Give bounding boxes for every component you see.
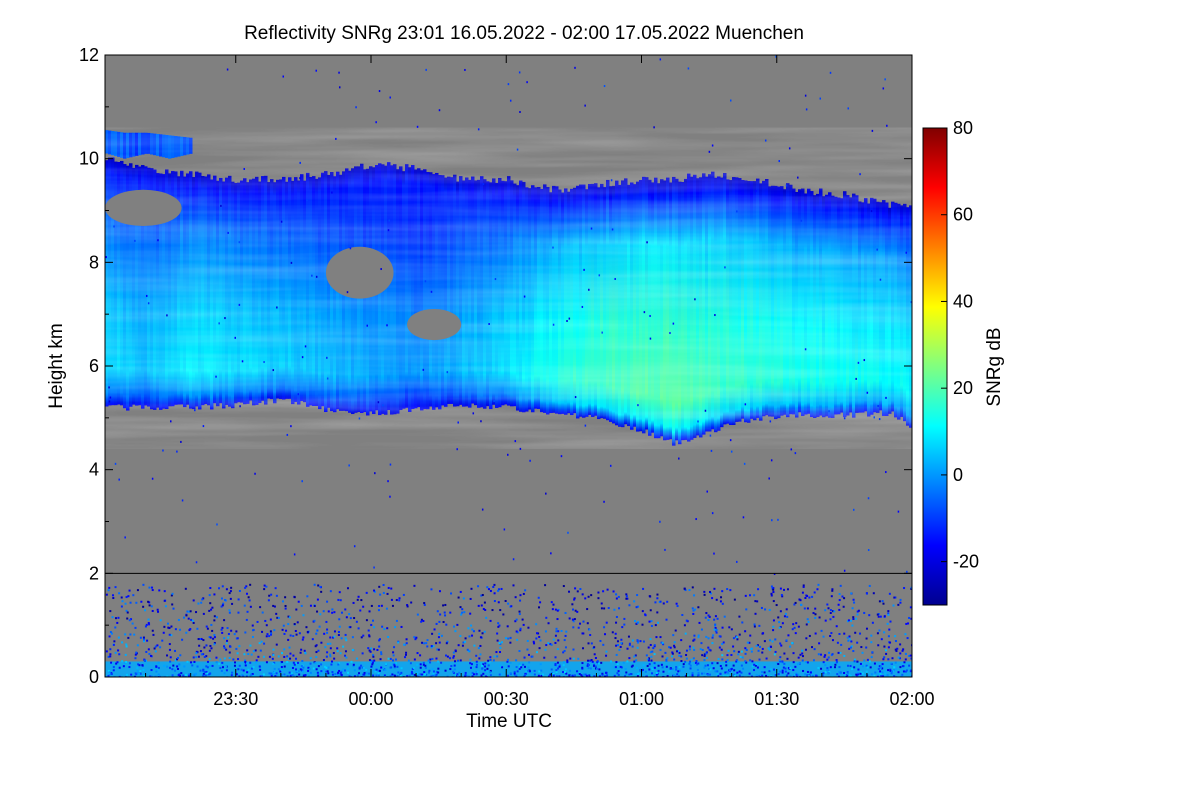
x-tick-label: 00:00: [348, 689, 393, 709]
colorbar-label: SNRg dB: [984, 327, 1005, 406]
clear-region: [325, 246, 394, 299]
y-tick-label: 8: [89, 252, 99, 272]
x-axis-label: Time UTC: [466, 711, 552, 732]
x-tick-label: 01:30: [754, 689, 799, 709]
colorbar-tick-label: 0: [953, 465, 963, 485]
colorbar-tick-label: 60: [953, 205, 973, 225]
plot-area: [104, 54, 913, 678]
colorbar: -20 0 20 40 60 80 SNRg dB: [922, 118, 1005, 606]
y-axis: 0 2 4 6 8 10 12: [79, 45, 912, 687]
colorbar-tick-label: 80: [953, 118, 973, 138]
chart-title: Reflectivity SNRg 23:01 16.05.2022 - 02:…: [244, 23, 804, 44]
y-tick-label: 10: [79, 149, 99, 169]
y-axis-label: Height km: [46, 323, 67, 409]
x-tick-label: 00:30: [484, 689, 529, 709]
colorbar-gradient: [922, 127, 948, 606]
y-tick-label: 12: [79, 45, 99, 65]
clear-region: [105, 189, 182, 227]
colorbar-tick-label: 40: [953, 291, 973, 311]
y-tick-label: 4: [89, 460, 99, 480]
x-tick-label: 23:30: [213, 689, 258, 709]
heatmap-layer: [105, 55, 912, 677]
x-tick-label: 02:00: [889, 689, 934, 709]
colorbar-ticks: -20 0 20 40 60 80: [941, 118, 979, 572]
y-tick-label: 2: [89, 563, 99, 583]
clear-region: [407, 308, 462, 341]
surface-clutter-band: [105, 661, 912, 677]
colorbar-tick-label: -20: [953, 552, 979, 572]
colorbar-tick-label: 20: [953, 378, 973, 398]
x-tick-label: 01:00: [619, 689, 664, 709]
y-tick-label: 6: [89, 356, 99, 376]
y-tick-label: 0: [89, 667, 99, 687]
cloud-texture: [105, 127, 912, 449]
x-axis: 23:30 00:00 00:30 01:00 01:30 02:00: [145, 55, 935, 709]
